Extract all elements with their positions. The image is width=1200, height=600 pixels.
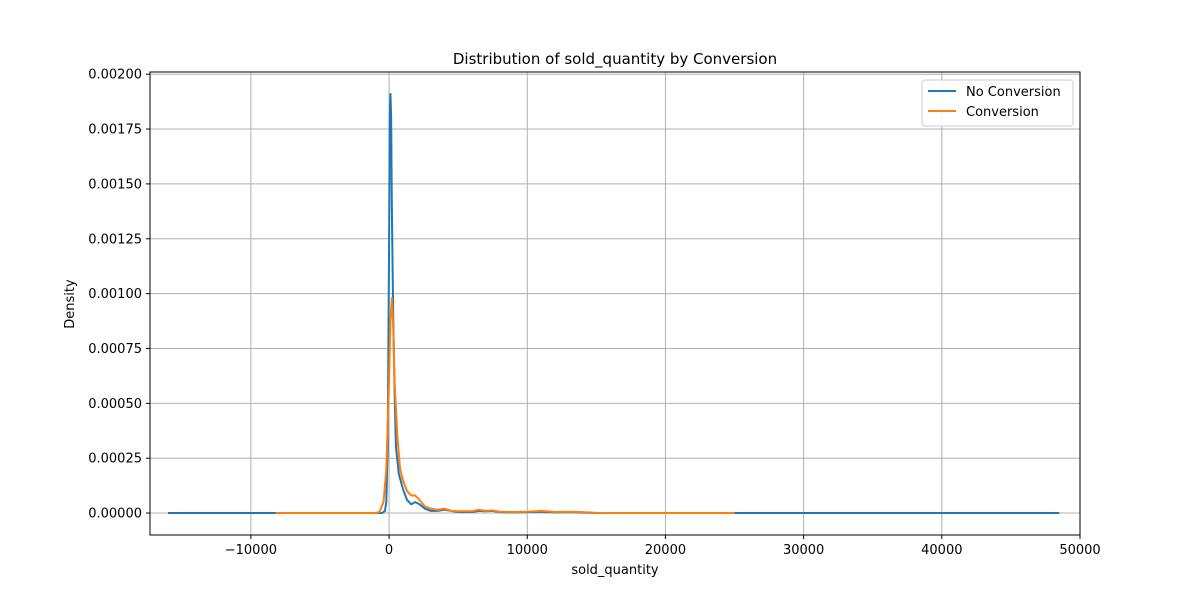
x-tick-label: 20000 xyxy=(645,543,686,558)
x-tick-label: 50000 xyxy=(1059,543,1100,558)
legend-box xyxy=(921,79,1074,127)
legend-label-conversion: Conversion xyxy=(966,105,1039,120)
plot-frame xyxy=(149,71,1081,536)
y-tick-label: 0.00075 xyxy=(88,342,142,357)
y-tick-label: 0.00125 xyxy=(88,232,142,247)
y-axis: 0.00000 0.00025 0.00050 0.00075 0.00100 0.001… xyxy=(88,68,150,522)
x-axis-label: sold_quantity xyxy=(571,563,659,578)
y-tick-label: 0.00000 xyxy=(88,507,142,522)
x-axis: −10000 0 10000 20000 30000 40000 50000 xyxy=(225,535,1101,558)
legend: No Conversion Conversion xyxy=(921,79,1074,127)
chart-title: Distribution of sold_quantity by Convers… xyxy=(453,50,777,69)
y-tick-label: 0.00200 xyxy=(88,68,142,83)
y-axis-label: Density xyxy=(63,279,78,329)
y-tick-label: 0.00050 xyxy=(88,397,142,412)
series-line-conversion xyxy=(275,297,735,515)
x-tick-label: 30000 xyxy=(783,543,824,558)
y-tick-label: 0.00150 xyxy=(88,177,142,192)
x-tick-label: 40000 xyxy=(921,543,962,558)
x-tick-label: 0 xyxy=(385,543,393,558)
y-tick-label: 0.00025 xyxy=(88,452,142,467)
y-tick-label: 0.00175 xyxy=(88,123,142,138)
x-tick-label: 10000 xyxy=(507,543,548,558)
legend-label-no-conversion: No Conversion xyxy=(966,85,1061,100)
y-tick-label: 0.00100 xyxy=(88,287,142,302)
series-layer xyxy=(167,92,1060,515)
x-tick-label: −10000 xyxy=(225,543,277,558)
